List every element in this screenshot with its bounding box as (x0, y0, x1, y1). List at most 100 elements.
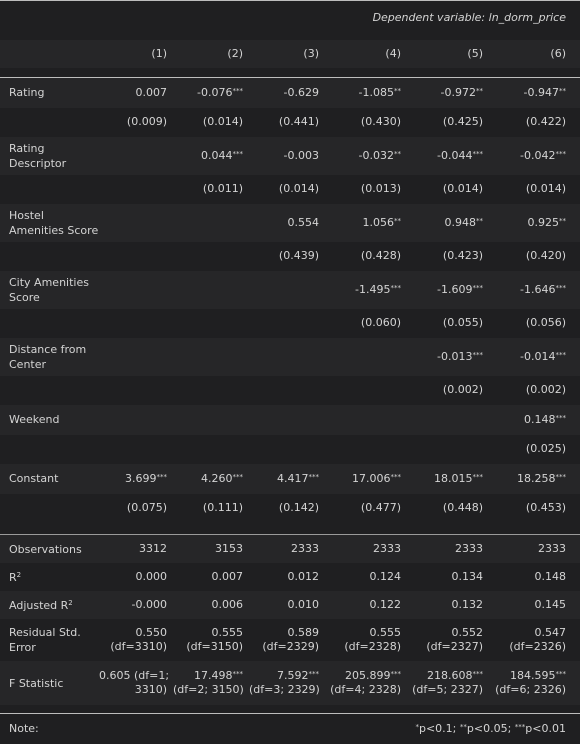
se-label-empty (0, 175, 96, 204)
stat-cell: 0.589 (df=2329) (246, 619, 322, 661)
coefficient-cell: 18.258*** (486, 464, 580, 494)
standard-error-cell: (0.009) (96, 108, 170, 137)
significance-stars: *** (555, 149, 567, 158)
standard-error-value: (0.422) (525, 115, 566, 128)
significance-stars: *** (232, 149, 244, 158)
dep-var-cell: Dependent variable: ln_dorm_price (0, 0, 580, 34)
standard-error-value: (0.439) (278, 249, 319, 262)
standard-error-value: (0.025) (525, 442, 566, 455)
stat-value: 2333 (291, 542, 319, 555)
coefficient-cell: 1.056** (322, 204, 404, 242)
stat-cell: 0.012 (246, 563, 322, 591)
standard-error-value: (0.425) (442, 115, 483, 128)
significance-stars: ** (559, 86, 566, 95)
standard-error-cell (170, 435, 246, 464)
standard-error-cell: (0.055) (404, 309, 486, 338)
significance-threshold: p<0.05; (466, 721, 515, 735)
standard-error-value: (0.453) (525, 501, 566, 514)
coefficient-value: -0.947 (523, 85, 559, 99)
stat-cell: 218.608*** (df=5; 2327) (404, 661, 486, 705)
stat-label: Residual Std. Error (0, 619, 96, 661)
standard-error-cell: (0.448) (404, 494, 486, 523)
coefficient-value: -0.629 (283, 85, 319, 99)
significance-stars: ** (394, 86, 401, 95)
stat-cell: 17.498*** (df=2; 3150) (170, 661, 246, 705)
stat-name: Adjusted R (9, 598, 69, 612)
coefficient-cell (96, 338, 170, 376)
coefficient-cell (96, 137, 170, 175)
stat-value: 0.010 (287, 598, 320, 611)
coefficient-cell: -0.947** (486, 78, 580, 108)
standard-error-value: (0.014) (442, 182, 483, 195)
degrees-of-freedom: (df=2328) (344, 640, 401, 653)
stat-value: 0.550 (135, 626, 168, 639)
stat-value: 3312 (139, 542, 167, 555)
significance-stars: *** (308, 670, 320, 678)
stat-cell: 0.122 (322, 591, 404, 619)
variable-label: Rating Descriptor (0, 137, 96, 175)
coefficient-value: -1.085 (358, 85, 394, 99)
coef-row: Distance from Center -0.013*** -0.014*** (0, 337, 580, 376)
significance-threshold: p<0.1; (418, 721, 460, 735)
stat-label: Observations (0, 535, 96, 563)
stat-cell: 7.592*** (df=3; 2329) (246, 661, 322, 705)
coefficient-cell (96, 405, 170, 435)
stat-cell: 0.552 (df=2327) (404, 619, 486, 661)
standard-error-cell: (0.014) (170, 108, 246, 137)
degrees-of-freedom: (df=5; 2327) (412, 683, 483, 696)
standard-error-cell: (0.056) (486, 309, 580, 338)
standard-error-cell: (0.111) (170, 494, 246, 523)
degrees-of-freedom: (df=2; 3150) (173, 683, 244, 696)
coefficient-value: 0.554 (287, 215, 320, 229)
column-header-row: (1) (2) (3) (4) (5) (6) (0, 39, 580, 68)
column-number: (4) (385, 46, 401, 60)
stat-value: 0.012 (287, 570, 320, 583)
standard-error-value: (0.014) (202, 115, 243, 128)
standard-error-value: (0.142) (278, 501, 319, 514)
coefficient-value: 1.056 (362, 215, 395, 229)
coefficient-cell (96, 271, 170, 309)
section-rule (0, 712, 580, 714)
note-text-cell: *p<0.1; **p<0.05; ***p<0.01 (96, 714, 580, 744)
coefficient-cell: -0.042*** (486, 137, 580, 175)
coefficient-value: -0.032 (358, 148, 394, 162)
coefficient-cell: 0.007 (96, 78, 170, 108)
significance-stars: *** (232, 670, 244, 678)
coef-row: Hostel Amenities Score 0.554 1.056** 0.948*… (0, 203, 580, 242)
degrees-of-freedom: (df=3; 2329) (249, 683, 320, 696)
coefficient-cell (170, 271, 246, 309)
significance-stars: *** (472, 283, 484, 292)
variable-name: Constant (9, 472, 59, 485)
coefficient-value: 3.699 (125, 471, 157, 485)
coefficient-cell: 4.417*** (246, 464, 322, 494)
coefficient-cell (322, 405, 404, 435)
stat-row-fstat: F Statistic 0.605 (df=1; 3310) 17.498*** (df… (0, 661, 580, 705)
superscript: 2 (68, 598, 73, 607)
stat-cell: 205.899*** (df=4; 2328) (322, 661, 404, 705)
standard-error-cell: (0.002) (486, 376, 580, 405)
standard-error-cell (246, 376, 322, 405)
se-row: (0.025) (0, 434, 580, 464)
coefficient-cell (246, 405, 322, 435)
stat-value: 0.006 (211, 598, 244, 611)
coefficient-cell: 0.554 (246, 204, 322, 242)
standard-error-value: (0.075) (126, 501, 167, 514)
se-row: (0.009) (0.014) (0.441) (0.430) (0.425) (0.42… (0, 107, 580, 137)
coefficient-cell: -0.003 (246, 137, 322, 175)
standard-error-cell: (0.025) (486, 435, 580, 464)
rule-row (0, 534, 580, 535)
stat-row-adj_r2: Adjusted R2 -0.000 0.006 0.010 0.122 0.132 0.1… (0, 591, 580, 619)
stat-cell: 2333 (486, 535, 580, 563)
stat-value: 0.000 (135, 570, 168, 583)
standard-error-cell: (0.428) (322, 242, 404, 271)
stat-cell: 0.007 (170, 563, 246, 591)
stat-value: 17.498 (194, 669, 233, 682)
significance-stars: *** (555, 670, 567, 678)
stat-name: R (9, 570, 17, 584)
standard-error-cell (170, 309, 246, 338)
standard-error-value: (0.002) (525, 383, 566, 396)
stat-value: 2333 (455, 542, 483, 555)
significance-stars: *** (308, 472, 320, 481)
coefficient-cell (246, 338, 322, 376)
coefficient-cell (170, 204, 246, 242)
